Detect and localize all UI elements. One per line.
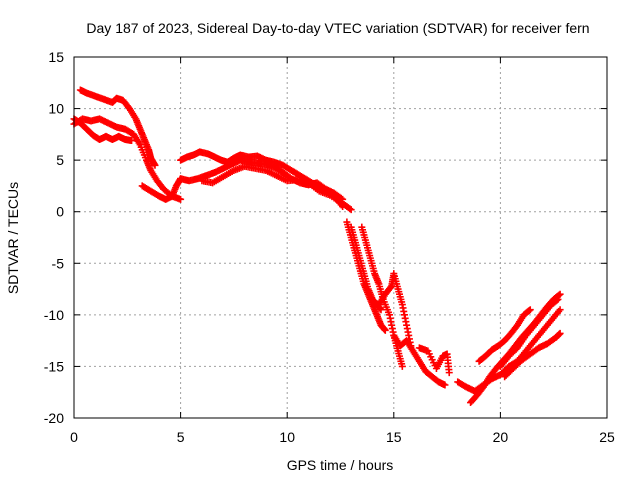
y-tick-label: -20 [44, 410, 64, 426]
x-axis-label: GPS time / hours [287, 457, 394, 473]
y-tick-label: 10 [48, 101, 64, 117]
x-tick-label: 0 [70, 429, 78, 445]
y-tick-label: 0 [56, 204, 64, 220]
series-track-18 [496, 295, 562, 370]
series-track-4 [138, 175, 185, 203]
data-point [398, 362, 406, 370]
x-tick-label: 25 [599, 429, 615, 445]
data-point [346, 205, 354, 213]
series-track-13 [415, 344, 453, 377]
series-track-11 [375, 270, 415, 350]
series-track-7 [198, 162, 355, 214]
data-point [128, 137, 136, 145]
series-track-16 [475, 306, 534, 365]
plot-frame [73, 56, 608, 419]
x-tick-label: 10 [279, 429, 295, 445]
data-point [556, 306, 564, 314]
series-track-12 [390, 331, 449, 389]
data-point [377, 306, 385, 314]
data-point [556, 329, 564, 337]
data-point [445, 369, 453, 377]
grid [74, 57, 607, 418]
x-tick-label: 20 [493, 429, 509, 445]
data-point [553, 296, 561, 304]
x-axis-ticks: 0 5 10 15 20 25 [70, 57, 615, 445]
data-point [177, 195, 185, 203]
y-axis-ticks: 15 10 5 0 -5 -10 -15 -20 [44, 49, 607, 426]
data-point [387, 283, 395, 291]
x-tick-label: 5 [177, 429, 185, 445]
y-tick-label: -10 [44, 307, 64, 323]
data-point [151, 161, 159, 169]
series-track-2 [76, 86, 159, 169]
y-tick-label: 5 [56, 152, 64, 168]
data-point [441, 381, 449, 389]
data-point [555, 291, 563, 299]
x-tick-label: 15 [386, 429, 402, 445]
data-point [556, 290, 564, 298]
data-point [347, 206, 355, 214]
data-point [525, 307, 533, 315]
data-point [526, 306, 534, 314]
data-points [70, 86, 564, 407]
series-track-17 [501, 329, 564, 381]
chart-title: Day 187 of 2023, Sidereal Day-to-day VTE… [86, 20, 589, 36]
y-tick-label: -15 [44, 358, 64, 374]
data-point [554, 295, 562, 303]
y-tick-label: 15 [48, 49, 64, 65]
data-point [381, 326, 389, 334]
y-tick-label: -5 [52, 255, 65, 271]
y-axis-label: SDTVAR / TECUs [5, 182, 21, 294]
